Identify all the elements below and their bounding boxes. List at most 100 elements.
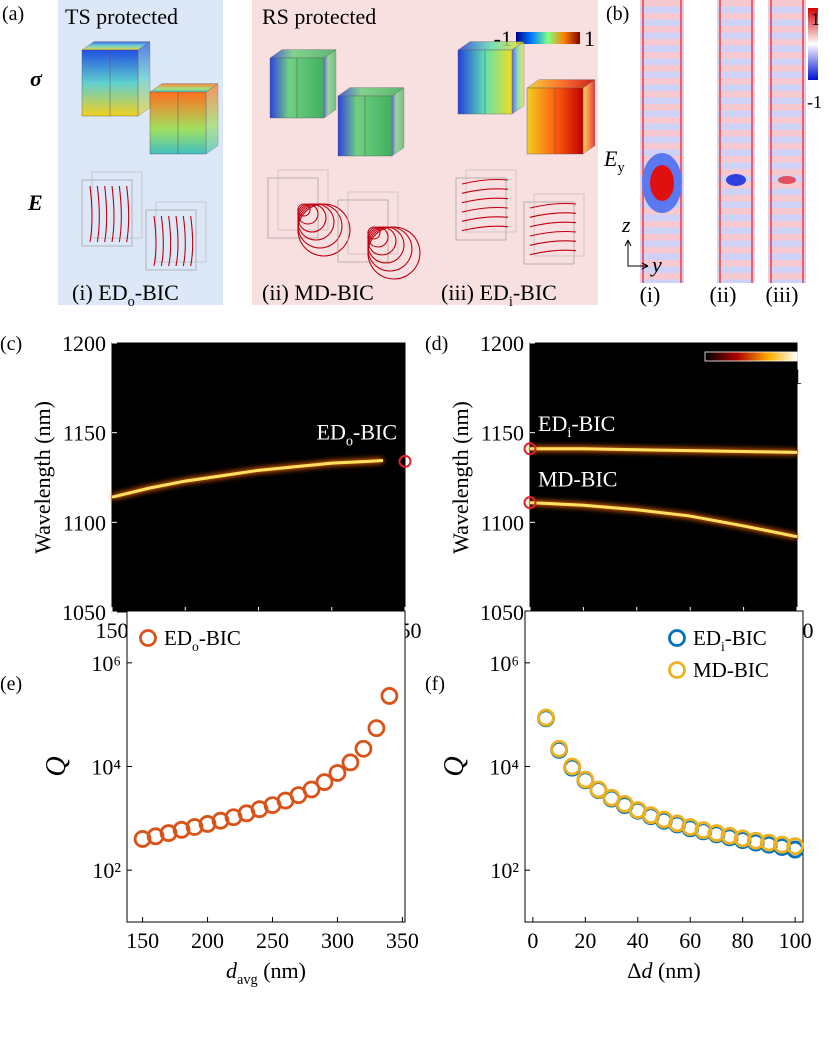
- block-side: [323, 49, 337, 119]
- data-point: [760, 833, 778, 852]
- y-axis-label: Wavelength (nm): [448, 401, 473, 554]
- label-part: d: [226, 958, 238, 983]
- y-tick-label: 1150: [63, 421, 106, 446]
- colorbar-tick-label: 1: [792, 364, 803, 389]
- field-lines: [182, 215, 186, 267]
- heatmap-background: [111, 342, 406, 613]
- label: (d): [425, 333, 448, 355]
- field-lines: [126, 185, 130, 243]
- field-lines: [529, 249, 577, 256]
- field-core: [726, 174, 746, 186]
- label: (a): [2, 3, 24, 25]
- label-part: i: [567, 425, 571, 441]
- label-part: -BIC: [725, 626, 767, 650]
- label: 1: [584, 26, 595, 51]
- y-tick-label: 1150: [481, 421, 524, 446]
- y-tick-label: 10²: [490, 858, 519, 883]
- x-tick-label: 350: [386, 928, 419, 953]
- y-axis-label: Q: [41, 756, 72, 776]
- x-tick-label: 250: [256, 928, 289, 953]
- y-tick-label: 1200: [480, 331, 524, 356]
- label: Ey: [603, 146, 625, 176]
- block-side: [511, 41, 525, 115]
- field-lines: [461, 206, 509, 213]
- annotation: EDo-BIC: [317, 419, 397, 449]
- wire-front: [523, 201, 575, 265]
- plot-background: [524, 610, 804, 923]
- data-point: [380, 687, 399, 705]
- field-lines: [297, 203, 319, 225]
- label: (i): [640, 282, 661, 307]
- field-core: [778, 176, 796, 184]
- data-point: [341, 753, 360, 772]
- x-tick-label: 200: [191, 928, 224, 953]
- field-lines: [168, 215, 172, 267]
- data-point: [133, 830, 152, 848]
- field-lines: [297, 203, 351, 257]
- label: RS protected: [262, 4, 376, 29]
- data-point: [354, 739, 373, 758]
- y-tick-label: 10²: [92, 858, 121, 883]
- field-lines: [367, 226, 405, 264]
- x-tick-label: 150: [126, 928, 159, 953]
- label-part: o: [346, 433, 353, 449]
- y-tick-label: 1100: [63, 510, 106, 535]
- field-lines: [367, 226, 421, 280]
- field-lines: [297, 203, 335, 241]
- field-lines: [529, 221, 577, 228]
- label-part: (ii) MD-BIC: [262, 280, 374, 305]
- annotation: EDi-BIC: [538, 411, 615, 441]
- field-lines: [104, 185, 108, 243]
- label-part: -BIC: [513, 280, 557, 305]
- label-part: o: [128, 294, 135, 310]
- bic-marker: [398, 454, 412, 468]
- resonance-band: [530, 447, 798, 454]
- label-part: -BIC: [199, 626, 241, 650]
- x-axis-label: davg (nm): [226, 958, 306, 988]
- wire-back: [533, 193, 585, 257]
- y-tick-label: 1050: [62, 600, 106, 625]
- label-part: ED: [693, 626, 721, 650]
- field-lines: [461, 225, 509, 232]
- data-point: [576, 770, 595, 789]
- resonance-band: [529, 501, 798, 539]
- legend-marker: [668, 629, 686, 647]
- legend-label: EDi-BIC: [693, 626, 767, 654]
- annotation: MD-BIC: [538, 467, 617, 492]
- label: (i) EDo-BIC: [72, 280, 179, 310]
- field-stripe: [768, 0, 806, 283]
- field-lines: [367, 226, 413, 272]
- label-part: ED: [538, 411, 567, 436]
- wire-front: [145, 209, 197, 271]
- label-part: (nm): [258, 958, 306, 983]
- label-part: ED: [317, 419, 346, 444]
- label: -1: [807, 92, 822, 112]
- y-tick-label: 1050: [480, 600, 524, 625]
- field-lines: [529, 240, 577, 246]
- label-part: -BIC: [135, 280, 179, 305]
- x-tick-label: 80: [732, 928, 754, 953]
- label-part: E: [603, 146, 618, 171]
- label: (ii): [710, 282, 737, 307]
- label-part: (nm): [652, 958, 700, 983]
- label: (b): [606, 3, 629, 25]
- label: (iii) EDi-BIC: [441, 280, 557, 310]
- wire-front: [455, 177, 507, 241]
- field-stripe: [640, 0, 684, 283]
- label: 1: [811, 9, 820, 29]
- colorbar: [808, 8, 818, 80]
- wire-back: [465, 169, 517, 233]
- field-lines: [367, 226, 389, 248]
- field-lines: [461, 216, 509, 222]
- data-point: [550, 739, 568, 758]
- wire-back: [347, 191, 399, 255]
- wire-front: [267, 177, 319, 239]
- label-part: (iii) ED: [441, 280, 509, 305]
- y-axis-label: Wavelength (nm): [30, 401, 55, 554]
- x-tick-label: 0: [527, 928, 538, 953]
- label-part: Δ: [627, 958, 641, 983]
- wire-front: [81, 179, 133, 247]
- data-point: [328, 764, 347, 782]
- block-side: [205, 83, 219, 155]
- legend-label: EDo-BIC: [164, 626, 241, 654]
